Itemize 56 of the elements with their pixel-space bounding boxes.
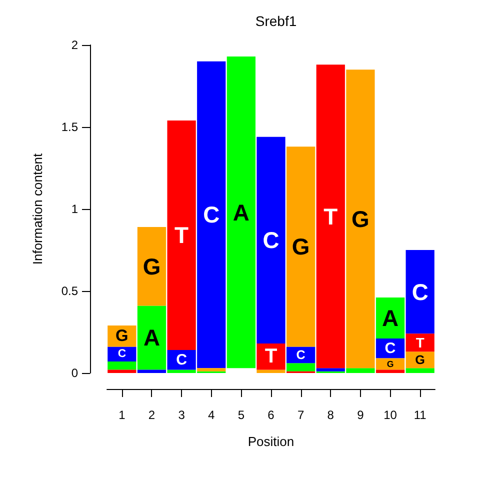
x-tick-label: 7 [297, 408, 304, 422]
bar [316, 368, 345, 372]
bar [406, 368, 434, 373]
bar [256, 136, 286, 344]
bar [316, 64, 345, 368]
bar [137, 227, 166, 306]
text: T [174, 222, 189, 248]
text: A [232, 199, 250, 226]
y-tick-label: 2 [71, 38, 78, 52]
text: T [324, 203, 338, 230]
bar [406, 250, 434, 334]
series-label: A [382, 305, 399, 332]
x-tick-label: 10 [384, 408, 398, 422]
text: G [116, 327, 128, 346]
series-label: G [386, 358, 394, 369]
x-axis-title: Position [248, 434, 294, 449]
x-tick-label: 9 [357, 408, 364, 422]
y-tick-label: 1 [71, 202, 78, 216]
y-axis-title: Information content [30, 152, 45, 265]
x-tick-label: 5 [238, 408, 245, 422]
chart-title: Srebf1 [255, 13, 297, 29]
y-tick-label: 1.5 [61, 120, 78, 134]
text: C [118, 348, 126, 360]
text: G [352, 206, 370, 232]
text: A [143, 324, 160, 351]
bar [256, 370, 286, 373]
series-label: T [416, 334, 425, 351]
series-label: C [296, 348, 306, 362]
x-tick-label: 2 [148, 408, 156, 422]
text: C [176, 351, 188, 368]
y-tick-label: 0.5 [61, 284, 78, 298]
bar [226, 56, 256, 368]
bar [197, 368, 226, 372]
text: G [292, 234, 310, 260]
y-tick-label: 0 [71, 366, 78, 380]
x-tick-label: 11 [414, 408, 427, 422]
x-tick-label: 8 [327, 408, 334, 422]
bar [137, 370, 166, 373]
bar [108, 370, 136, 373]
text: C [262, 227, 280, 254]
bar [286, 146, 316, 347]
x-tick-label: 1 [118, 408, 126, 422]
x-tick-label: 6 [268, 408, 275, 422]
text: C [412, 278, 428, 305]
bar [286, 363, 316, 372]
x-tick-label: 3 [178, 408, 186, 422]
text: G [142, 253, 161, 280]
text: C [203, 202, 220, 228]
x-tick-label: 4 [208, 408, 216, 422]
bar [167, 120, 196, 350]
bar [406, 334, 434, 352]
bar [376, 370, 405, 373]
text: T [264, 346, 278, 368]
text: G [415, 352, 425, 367]
text: C [384, 340, 396, 357]
bar [256, 343, 286, 370]
